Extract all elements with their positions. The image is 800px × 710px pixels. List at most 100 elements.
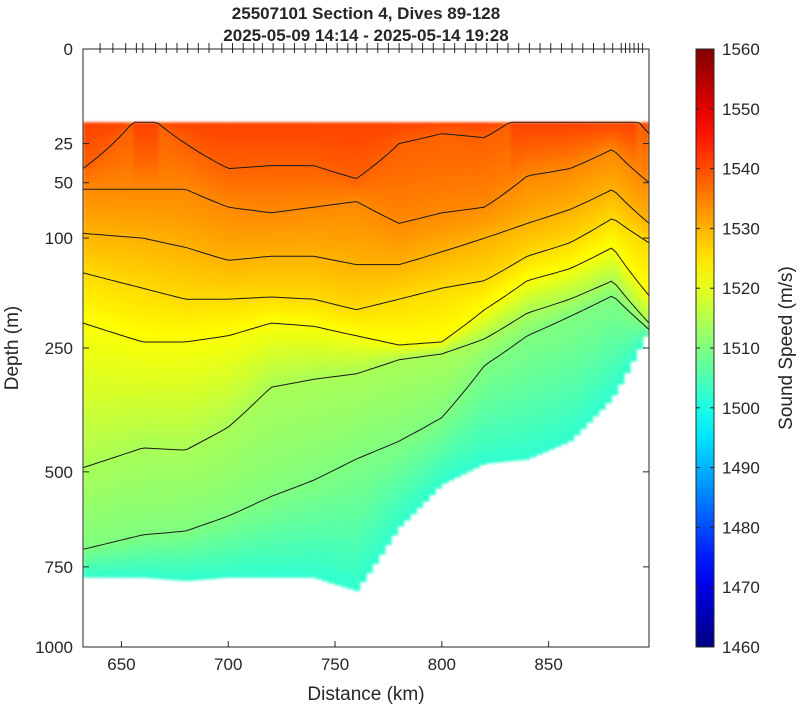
field-cell [95, 434, 103, 442]
field-cell [321, 181, 329, 189]
field-cell [271, 486, 279, 494]
field-cell [340, 301, 348, 309]
field-cell [265, 323, 273, 331]
field-cell [183, 469, 191, 477]
field-cell [158, 187, 166, 195]
field-cell [240, 382, 248, 390]
field-cell [334, 538, 342, 546]
field-cell [303, 128, 310, 136]
field-cell [208, 480, 216, 488]
field-cell [321, 135, 329, 143]
field-cell [127, 473, 134, 481]
field-cell [328, 260, 336, 268]
field-cell [454, 248, 461, 255]
field-cell [120, 323, 128, 331]
field-cell [101, 486, 109, 494]
field-cell [189, 338, 197, 346]
field-cell [127, 395, 134, 403]
field-cell [196, 305, 204, 313]
field-cell [334, 498, 342, 507]
field-cell [95, 226, 103, 234]
field-cell [472, 230, 480, 237]
field-cell [510, 368, 518, 374]
field-cell [397, 237, 405, 244]
field-cell [177, 194, 185, 202]
field-cell [139, 473, 147, 481]
field-cell [504, 233, 512, 239]
field-cell [259, 167, 266, 175]
field-cell [189, 468, 197, 476]
field-cell [472, 211, 480, 217]
field-cell [290, 401, 298, 409]
field-cell [120, 518, 128, 526]
field-cell [101, 141, 109, 149]
field-cell [196, 409, 204, 417]
field-cell [410, 385, 417, 392]
field-cell [359, 253, 367, 261]
field-cell [315, 246, 323, 254]
field-cell [441, 158, 449, 165]
field-cell [498, 228, 505, 235]
field-cell [221, 434, 229, 442]
field-cell [384, 212, 392, 220]
field-cell [491, 437, 499, 444]
field-cell [328, 457, 336, 465]
field-cell [152, 395, 160, 403]
field-cell [435, 184, 443, 191]
field-cell [259, 128, 266, 136]
field-cell [108, 375, 116, 383]
field-cell [139, 271, 147, 279]
field-cell [221, 369, 229, 377]
field-cell [83, 395, 90, 403]
field-cell [277, 564, 285, 572]
field-cell [83, 564, 90, 572]
field-cell [208, 180, 216, 189]
field-cell [491, 161, 499, 167]
field-cell [479, 405, 487, 412]
field-cell [309, 479, 317, 487]
field-cell [378, 146, 386, 154]
field-cell [321, 161, 329, 169]
field-cell [416, 171, 424, 178]
field-cell [466, 371, 474, 377]
field-cell [378, 362, 386, 370]
field-cell [334, 214, 342, 222]
field-cell [353, 483, 361, 491]
field-cell [240, 232, 248, 240]
field-cell [410, 133, 417, 140]
field-cell [353, 469, 361, 478]
field-cell [384, 134, 392, 141]
field-cell [347, 295, 355, 303]
field-cell [391, 375, 399, 383]
field-cell [479, 327, 487, 334]
field-cell [479, 283, 487, 290]
field-cell [284, 232, 292, 240]
field-cell [347, 222, 355, 230]
field-cell [240, 356, 248, 364]
field-cell [321, 279, 329, 287]
field-cell [321, 266, 329, 274]
field-cell [215, 252, 222, 260]
field-cell [359, 312, 367, 320]
field-cell [504, 223, 512, 230]
field-cell [221, 414, 229, 422]
field-cell [246, 284, 254, 292]
field-cell [315, 415, 323, 423]
field-cell [359, 522, 367, 530]
field-cell [403, 480, 411, 487]
field-cell [202, 422, 210, 430]
field-cell [240, 518, 248, 526]
field-cell [334, 208, 342, 216]
field-cell [290, 564, 298, 572]
field-cell [189, 455, 197, 463]
field-cell [366, 424, 373, 432]
field-cell [372, 487, 380, 495]
field-cell [127, 317, 134, 325]
field-cell [516, 184, 524, 191]
field-cell [101, 278, 109, 286]
field-cell [309, 531, 317, 539]
field-cell [259, 551, 266, 559]
field-cell [233, 304, 241, 312]
field-cell [510, 185, 518, 191]
field-cell [340, 241, 348, 249]
